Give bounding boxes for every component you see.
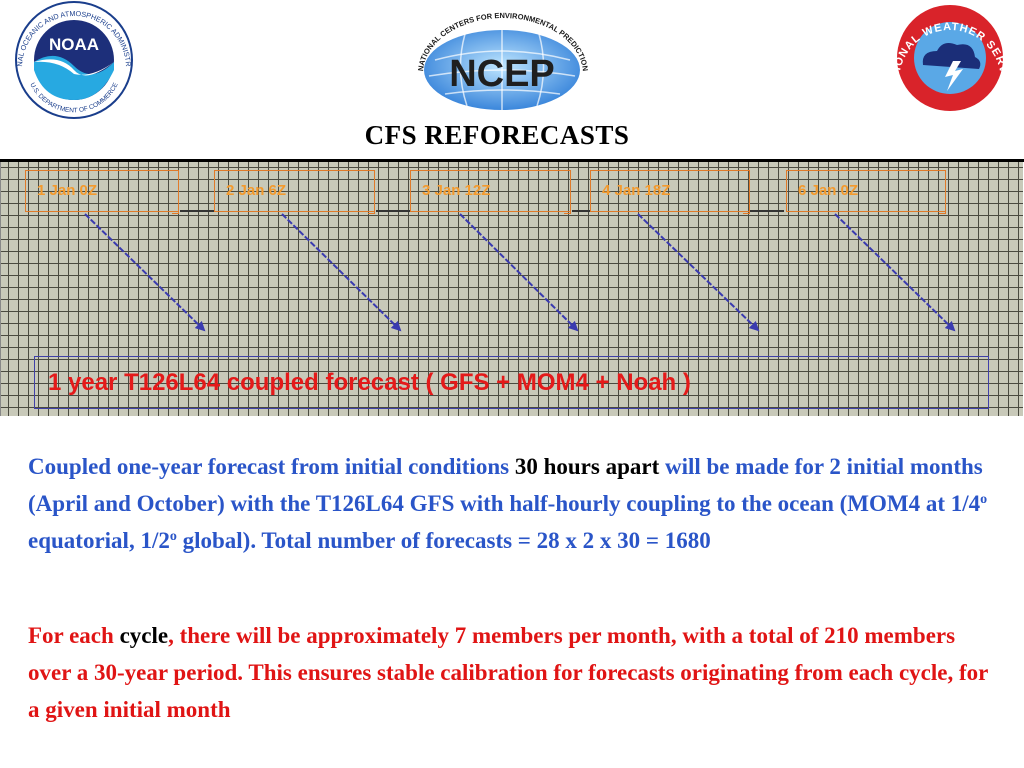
box-edge bbox=[743, 170, 750, 214]
para2-text: For each bbox=[28, 623, 120, 648]
diagram-grid-background bbox=[0, 162, 1023, 416]
ncep-logo-text: NCEP bbox=[449, 53, 555, 95]
box-edge bbox=[939, 170, 946, 214]
ncep-logo: NCEP NATIONAL CENTERS FOR ENVIRONMENTAL … bbox=[416, 12, 590, 110]
timeline-connector bbox=[376, 210, 410, 212]
header-divider bbox=[0, 159, 1024, 162]
para1-text: global). Total number of forecasts = 28 … bbox=[176, 528, 711, 553]
forecast-box: 1 year T126L64 coupled forecast ( GFS + … bbox=[34, 356, 989, 409]
forecast-arrows bbox=[84, 213, 956, 332]
timeline-connector bbox=[572, 210, 590, 212]
init-condition-label: 6 Jan 0Z bbox=[798, 182, 859, 199]
init-condition-box: 4 Jan 18Z bbox=[590, 170, 750, 214]
forecast-arrow bbox=[834, 213, 956, 332]
box-edge bbox=[564, 170, 571, 214]
forecast-arrow bbox=[637, 213, 760, 332]
noaa-logo: NOAA NATIONAL OCEANIC AND ATMOSPHERIC AD… bbox=[0, 0, 133, 119]
init-condition-label: 2 Jan 6Z bbox=[226, 182, 287, 199]
box-edge bbox=[368, 170, 375, 214]
timeline-connector bbox=[180, 210, 214, 212]
degree-superscript: o bbox=[169, 529, 177, 544]
para1-highlight: 30 hours apart bbox=[514, 454, 660, 479]
forecast-arrow bbox=[84, 213, 206, 332]
description-paragraph: Coupled one-year forecast from initial c… bbox=[28, 448, 988, 559]
init-condition-label: 4 Jan 18Z bbox=[602, 182, 671, 199]
timeline-connector bbox=[750, 210, 784, 212]
init-condition-box: 2 Jan 6Z bbox=[214, 170, 375, 214]
para1-text: will be made for 2 initial months (April… bbox=[28, 454, 983, 516]
degree-superscript: o bbox=[980, 492, 988, 507]
noaa-logo-text: NOAA bbox=[49, 35, 99, 54]
para2-text: , there will be approximately 7 members … bbox=[28, 623, 988, 722]
forecast-arrow bbox=[459, 213, 579, 332]
page-title: CFS REFORECASTS bbox=[364, 120, 630, 150]
init-condition-label: 1 Jan 0Z bbox=[37, 182, 98, 199]
nws-logo: NATIONAL WEATHER SERVICE bbox=[885, 3, 1009, 111]
init-condition-box: 6 Jan 0Z bbox=[786, 170, 946, 214]
box-edge bbox=[172, 170, 179, 214]
cycle-paragraph: For each cycle, there will be approximat… bbox=[28, 617, 988, 728]
para1-text: equatorial, 1/2 bbox=[28, 528, 170, 553]
para2-highlight: cycle bbox=[119, 623, 169, 648]
init-condition-box: 3 Jan 12Z bbox=[410, 170, 571, 214]
init-condition-box: 1 Jan 0Z bbox=[25, 170, 179, 214]
init-condition-label: 3 Jan 12Z bbox=[422, 182, 491, 199]
para1-text: Coupled one-year forecast from initial c… bbox=[28, 454, 515, 479]
forecast-arrow bbox=[281, 213, 402, 332]
